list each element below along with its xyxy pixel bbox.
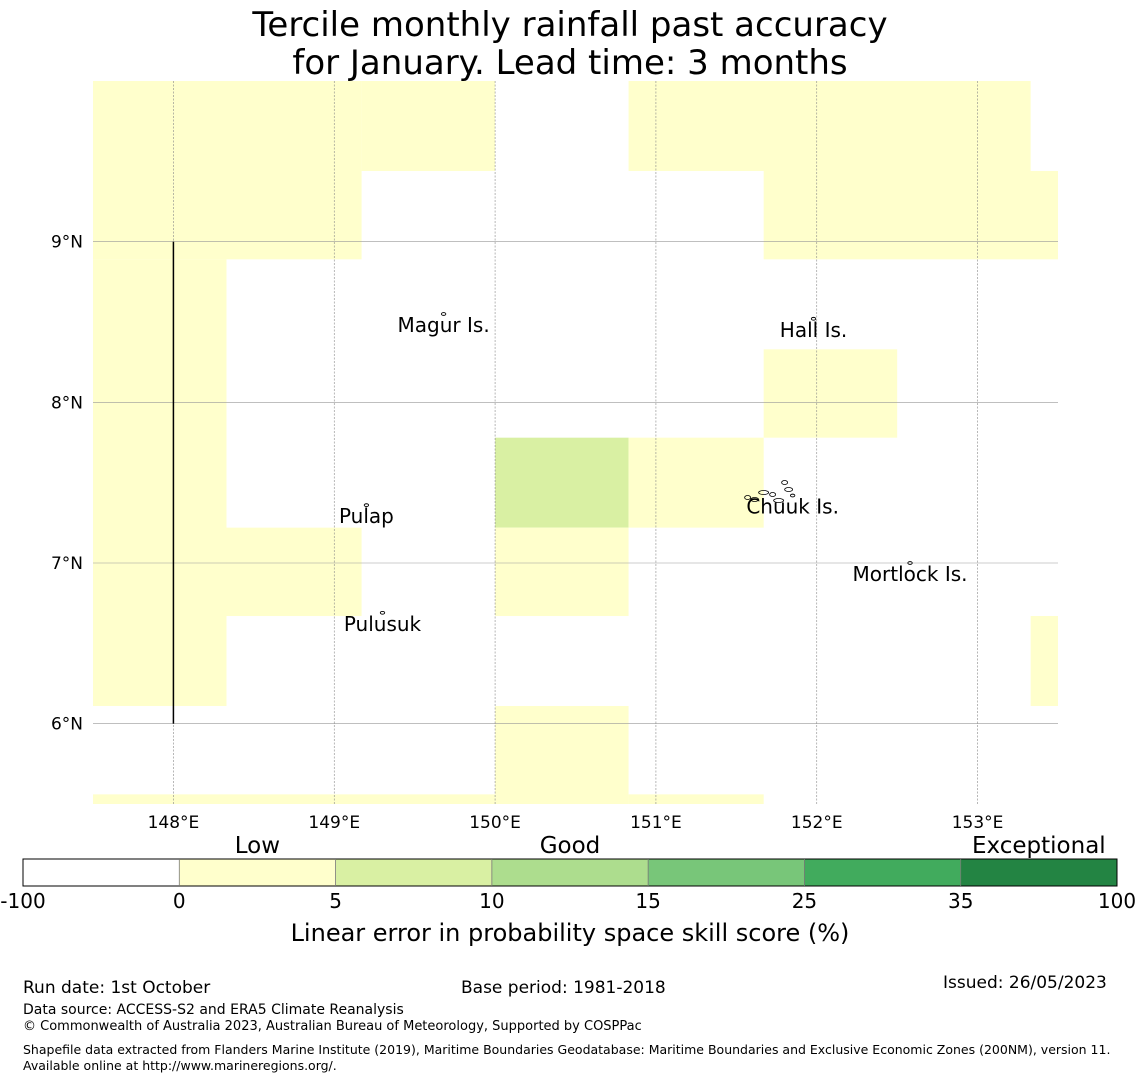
colorbar-segment-2 [335,859,492,886]
island-label-hall-is: Hall Is. [780,318,847,342]
colorbar-tick-1: 0 [173,889,186,913]
lat-tick-label-3: 9°N [51,233,83,253]
colorbar-segment-3 [491,859,649,886]
colorbar-segment-1 [179,859,336,886]
data-source: Data source: ACCESS-S2 and ERA5 Climate … [23,1002,404,1018]
colorbar-tick-3: 10 [479,889,504,913]
colorbar-segment-0 [23,859,180,886]
colorbar-segment-4 [648,859,805,886]
island-label-chuuk-is: Chuuk Is. [746,495,839,519]
skill-cell-4 [226,527,362,617]
lat-tick-label-0: 6°N [51,715,83,735]
gridlines [93,81,1058,804]
lon-tick-label-4: 152°E [791,813,843,833]
colorbar: -100 0 5 10 15 25 35 100 Low Good Exceptional Linea… [0,833,1136,947]
skill-cell-0 [93,81,362,171]
lon-tick-label-1: 149°E [308,813,360,833]
colorbar-tick-5: 25 [792,889,817,913]
island-outline-chuuk-is [789,493,796,498]
colorbar-segment-6 [960,859,1117,886]
map-figure: 148°E 149°E 150°E 151°E 152°E 153°E 6°N 7°N 8°N 9… [0,81,1136,947]
colorbar-category-exceptional: Exceptional [972,833,1106,859]
colorbar-tick-2: 5 [329,889,342,913]
skill-cell-3 [93,259,227,706]
skill-cell-5 [628,81,1031,171]
colorbar-frame [22,858,1118,887]
island-outline-hall-is [810,316,817,321]
copyright: © Commonwealth of Australia 2023, Austra… [23,1019,642,1034]
colorbar-label: Linear error in probability space skill … [291,919,850,947]
chuuk-islet-3 [781,480,789,485]
colorbar-tick-0: -100 [0,889,45,913]
colorbar-tick-6: 35 [948,889,973,913]
chuuk-islet-2 [758,490,770,495]
chuuk-islet-5 [773,498,785,503]
colorbar-tick-4: 15 [635,889,660,913]
base-period: Base period: 1981-2018 [461,978,666,998]
chart-title-line2: for January. Lead time: 3 months [292,43,848,83]
skill-cell-11 [1030,616,1058,706]
island-label-mortlock-is: Mortlock Is. [853,562,968,586]
skill-cell-10 [495,527,629,617]
lon-tick-label-0: 148°E [148,813,200,833]
colorbar-category-low: Low [235,833,280,859]
colorbar-category-good: Good [540,833,601,859]
skill-cell-2 [93,170,362,260]
skill-cells [93,81,1058,804]
issued-date: Issued: 26/05/2023 [943,973,1107,993]
chuuk-islet-1 [750,497,760,502]
skill-cell-1 [361,81,496,171]
run-date: Run date: 1st October [23,978,211,998]
island-label-pulap: Pulap [339,504,394,528]
island-label-magur-is: Magur Is. [398,313,490,337]
skill-cell-12 [495,705,629,804]
skill-cell-13 [93,794,496,804]
skill-cell-7 [763,349,898,438]
chuuk-islet-4 [784,487,794,492]
skill-cell-14 [628,794,764,804]
shapefile-credit: Shapefile data extracted from Flanders M… [23,1042,1111,1073]
colorbar-tick-7: 100 [1098,889,1136,913]
skill-cell-6 [763,170,1058,260]
skill-cell-8 [495,437,629,528]
skill-cell-9 [628,437,764,528]
lat-tick-label-1: 7°N [51,554,83,574]
island-outline-mortlock-is [907,561,913,565]
island-label-pulusuk: Pulusuk [344,612,422,636]
lat-tick-label-2: 8°N [51,393,83,413]
island-layer: Magur Is. Hall Is. Pulap Chuuk Is. Mortlock … [339,312,968,636]
chuuk-islet-0 [744,495,752,500]
chart-title-line1: Tercile monthly rainfall past accuracy [252,5,888,45]
axis-ticks: 148°E 149°E 150°E 151°E 152°E 153°E 6°N 7°N 8°N 9… [51,233,1003,833]
lon-tick-label-2: 150°E [469,813,521,833]
lon-tick-label-3: 151°E [630,813,682,833]
island-outline-pulap [363,503,370,508]
island-outline-pulusuk [379,610,386,615]
colorbar-segment-5 [804,859,961,886]
chuuk-islet-6 [769,492,777,497]
lon-tick-label-5: 153°E [952,813,1004,833]
island-outline-magur-is [440,312,447,316]
